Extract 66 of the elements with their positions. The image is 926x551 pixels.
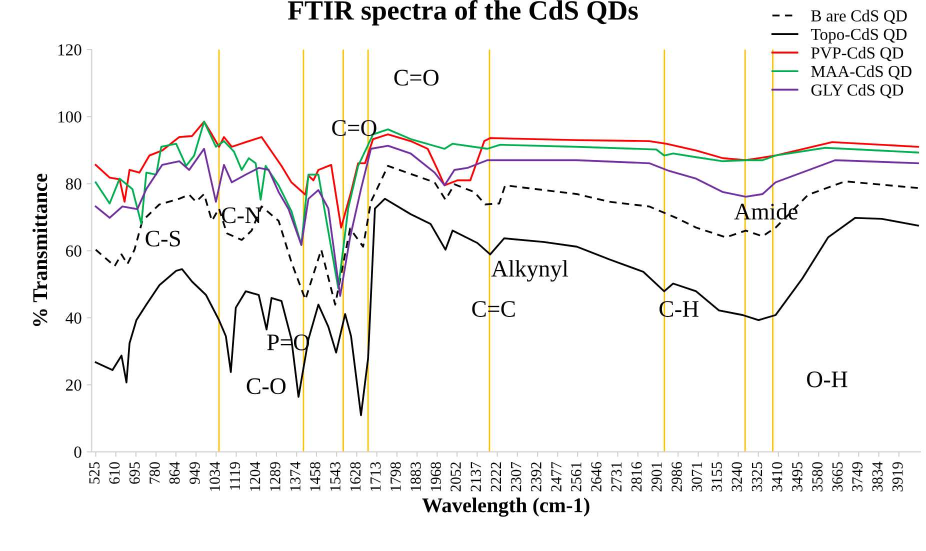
x-tick-label: 2307 — [510, 462, 522, 492]
y-tick-label: 120 — [58, 44, 82, 56]
x-tick-label: 695 — [129, 462, 140, 484]
x-axis-title: Wavelength (cm-1) — [422, 498, 590, 517]
x-tick-label: 1458 — [310, 462, 320, 491]
y-tick-label: 100 — [58, 111, 82, 123]
legend-label: PVP-CdS QD — [811, 46, 904, 62]
x-tick-label: 2477 — [551, 462, 562, 492]
annotation: O-H — [807, 371, 848, 388]
x-tick-label: 3834 — [872, 462, 883, 492]
line-series — [94, 198, 919, 416]
x-tick-label: 2816 — [631, 462, 642, 492]
x-tick-label: 2222 — [490, 462, 501, 492]
annotation: C-S — [146, 230, 180, 247]
y-tick-label: 60 — [66, 245, 82, 257]
x-tick-label: 2392 — [531, 462, 542, 492]
x-tick-label: 3410 — [772, 462, 782, 492]
x-tick-label: 1119 — [230, 462, 240, 490]
x-tick-label: 864 — [169, 462, 180, 484]
x-tick-label: 949 — [190, 462, 200, 484]
x-tick-label: 2052 — [450, 462, 461, 492]
x-tick-label: 1543 — [330, 462, 340, 491]
x-tick-label: 1968 — [430, 462, 442, 491]
legend-label: MAA-CdS QD — [811, 65, 912, 80]
line-series — [94, 120, 919, 228]
x-tick-label: 1374 — [290, 462, 300, 491]
x-tick-label: 1204 — [250, 462, 260, 491]
legend-label: GLY CdS QD — [811, 84, 904, 98]
x-tick-label: 2986 — [672, 462, 682, 492]
x-tick-label: 610 — [109, 462, 120, 484]
x-tick-label: 3495 — [792, 462, 802, 492]
x-tick-label: 1034 — [210, 462, 220, 491]
x-tick-label: 2137 — [470, 462, 482, 492]
legend-label: B are CdS QD — [811, 10, 907, 24]
chart-title: FTIR spectra of the CdS QDs — [288, 0, 638, 26]
x-tick-label: 780 — [150, 462, 160, 484]
y-tick-label: 40 — [66, 312, 82, 324]
annotation: C=O — [394, 70, 438, 86]
y-tick-label: 80 — [66, 178, 82, 190]
x-tick-label: 2646 — [591, 462, 602, 492]
annotation: Alkynyl — [491, 260, 568, 282]
x-tick-label: 1798 — [390, 462, 401, 491]
x-tick-label: 2561 — [571, 462, 582, 492]
annotation: C-O — [246, 378, 286, 394]
x-tick-label: 3155 — [712, 462, 722, 492]
x-tick-label: 1883 — [410, 462, 421, 491]
x-tick-label: 1713 — [370, 462, 381, 491]
x-tick-label: 525 — [89, 462, 100, 484]
x-tick-label: 3071 — [692, 462, 702, 492]
x-tick-label: 3580 — [812, 462, 823, 492]
x-tick-label: 3325 — [752, 462, 762, 492]
y-axis-title: % Transmittance — [32, 174, 48, 326]
y-tick-label: 20 — [66, 379, 82, 391]
y-tick-label: 0 — [74, 446, 82, 458]
x-tick-label: 1289 — [270, 462, 280, 491]
x-tick-label: 2901 — [652, 462, 662, 492]
line-series — [94, 144, 919, 297]
annotation: C-N — [222, 207, 262, 224]
x-tick-label: 3919 — [892, 462, 903, 492]
x-tick-label: 3665 — [832, 462, 843, 492]
line-series — [94, 120, 919, 290]
x-tick-label: 1628 — [350, 462, 361, 491]
legend-label: Topo-CdS QD — [811, 28, 907, 44]
x-tick-label: 2731 — [611, 462, 622, 492]
x-tick-label: 3749 — [852, 462, 862, 492]
x-tick-label: 3240 — [732, 462, 742, 492]
